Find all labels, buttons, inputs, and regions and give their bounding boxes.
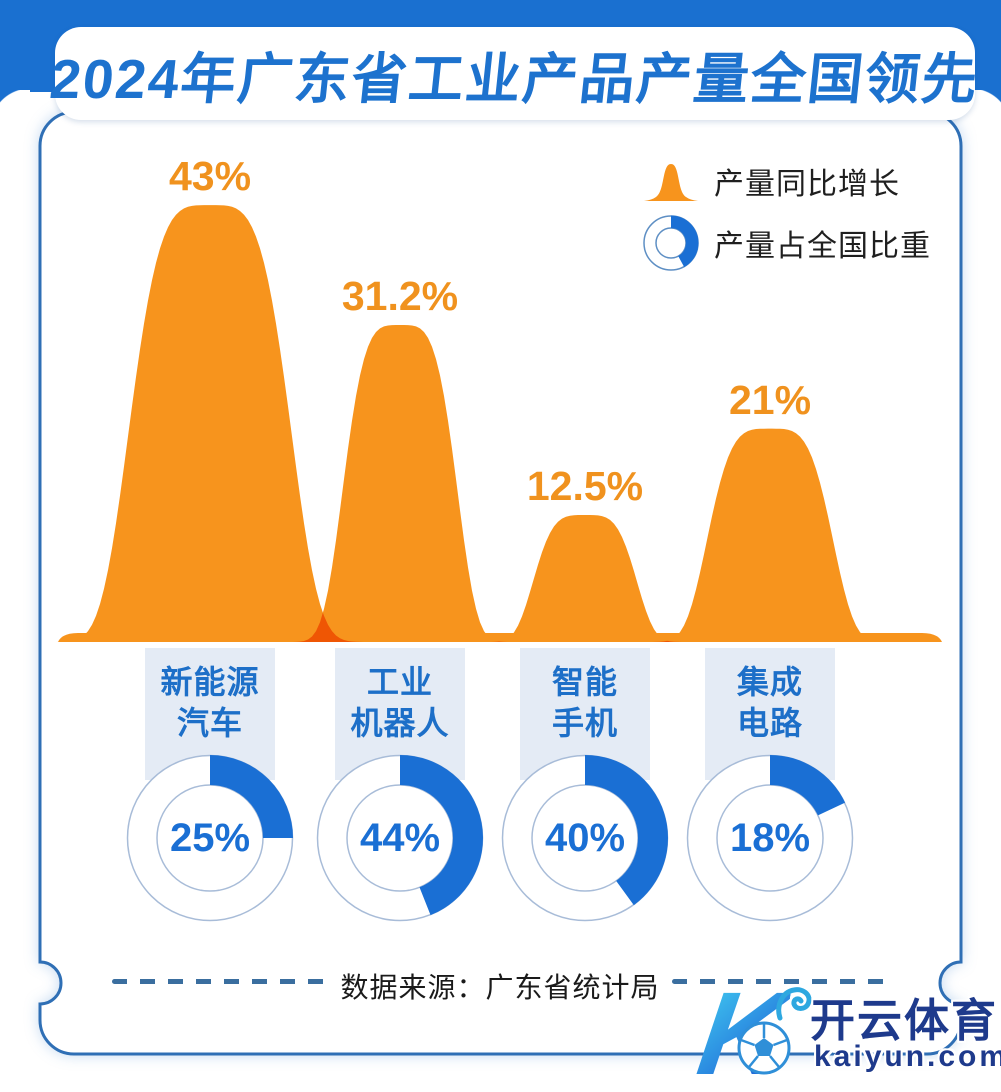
band-corner-wedge-right — [971, 90, 1001, 128]
legend-item-share: 产量占全国比重 — [640, 212, 940, 274]
band-corner-wedge-left — [0, 90, 30, 128]
chart-legend: 产量同比增长 产量占全国比重 — [640, 150, 940, 274]
category-label-1: 工业 机器人 — [350, 664, 450, 741]
footer-dash-right — [672, 979, 887, 984]
soccer-ball-icon — [737, 1021, 791, 1075]
growth-value-label: 21% — [728, 376, 812, 423]
title-banner: 2024年广东省工业产品产量全国领先 — [47, 27, 982, 120]
legend-label: 产量占全国比重 — [714, 230, 931, 263]
data-source-note: 数据来源：广东省统计局 — [340, 972, 660, 1003]
growth-value-label: 31.2% — [341, 273, 459, 319]
bell-curve-icon — [640, 159, 702, 203]
page-title: 2024年广东省工业产品产量全国领先 — [47, 47, 982, 110]
brand-domain: kaiyun.com — [814, 1040, 1001, 1073]
growth-value-label: 12.5% — [526, 463, 644, 509]
swirl-icon — [776, 987, 812, 1021]
site-watermark: K 开云体育 kaiyun.com — [691, 968, 1001, 1092]
share-donut-2: 40% — [501, 754, 669, 922]
donut-chart-icon — [640, 214, 702, 272]
footer-dash-left — [112, 979, 327, 984]
legend-label: 产量同比增长 — [714, 168, 900, 201]
category-label-3: 集成 电路 — [736, 664, 803, 741]
share-value-label: 18% — [729, 815, 811, 860]
brand-name: 开云体育 — [810, 995, 999, 1046]
category-label-2: 智能 手机 — [551, 664, 618, 741]
share-donut-1: 44% — [316, 754, 484, 922]
share-donut-0: 25% — [126, 754, 294, 922]
share-value-label: 40% — [544, 815, 626, 860]
growth-value-label: 43% — [168, 153, 252, 200]
category-label-0: 新能源 汽车 — [160, 664, 260, 741]
share-donut-3: 18% — [686, 754, 854, 922]
share-value-label: 44% — [359, 815, 441, 860]
share-value-label: 25% — [169, 815, 251, 860]
legend-item-growth: 产量同比增长 — [640, 150, 940, 212]
